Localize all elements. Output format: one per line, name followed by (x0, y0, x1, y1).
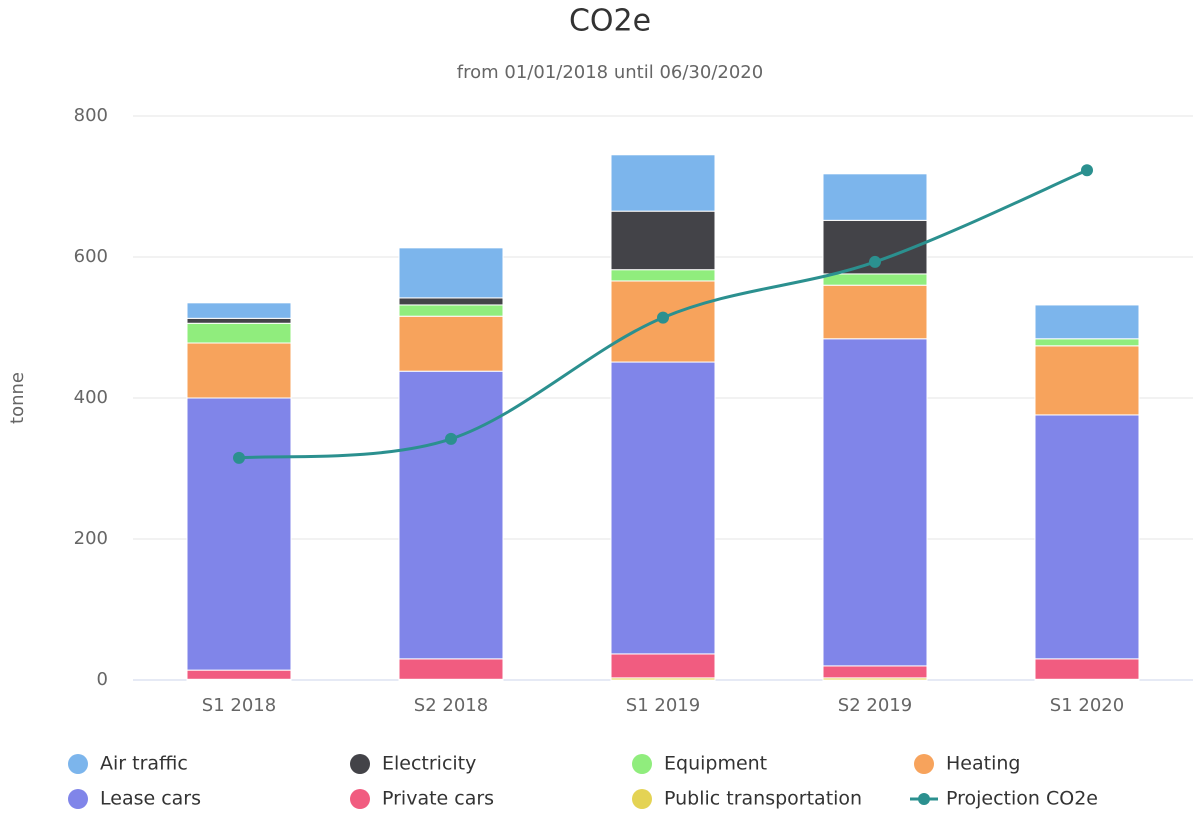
bar-segment (1034, 338, 1140, 347)
bar-segment (186, 342, 292, 399)
bar-segment (186, 669, 292, 680)
line-point (869, 255, 881, 268)
legend-label: Electricity (382, 753, 476, 775)
bar-segment (186, 317, 292, 324)
legend-marker (350, 754, 370, 774)
bar-segment (1034, 304, 1140, 340)
bar-segment (398, 247, 504, 299)
bar-segment (398, 658, 504, 680)
line-point (233, 451, 245, 464)
x-tick-label: S1 2019 (626, 695, 700, 716)
legend-marker (914, 754, 934, 774)
bar-segment (1034, 658, 1140, 680)
y-tick-label: 200 (74, 528, 108, 549)
bar-segment (822, 665, 928, 679)
legend-label: Equipment (664, 753, 767, 775)
chart-subtitle: from 01/01/2018 until 06/30/2020 (457, 62, 763, 83)
chart-title: CO2e (569, 4, 651, 39)
bar-segment (610, 269, 716, 282)
bar-segment (398, 297, 504, 306)
bar-segment (822, 173, 928, 221)
legend-marker (68, 789, 88, 809)
legend-label: Projection CO2e (946, 788, 1098, 810)
legend-marker (632, 789, 652, 809)
line-point (445, 432, 457, 445)
bar-segment (398, 315, 504, 372)
bar-segment (822, 273, 928, 286)
y-axis-label: tonne (7, 372, 28, 424)
legend-label: Private cars (382, 788, 494, 810)
legend-marker (350, 789, 370, 809)
bar-segment (398, 370, 504, 660)
legend-label: Heating (946, 753, 1020, 775)
legend-marker (68, 754, 88, 774)
x-tick-label: S1 2020 (1050, 695, 1124, 716)
x-tick-label: S1 2018 (202, 695, 276, 716)
bar-segment (1034, 345, 1140, 416)
line-point (657, 311, 669, 324)
bar-segment (610, 361, 716, 655)
line-point (1081, 164, 1093, 177)
bar-segment (186, 397, 292, 671)
y-tick-label: 0 (97, 669, 108, 690)
legend-marker (918, 793, 930, 805)
bar-segment (822, 338, 928, 667)
bar-segment (186, 322, 292, 344)
x-tick-label: S2 2019 (838, 695, 912, 716)
bar-segment (1034, 414, 1140, 660)
bar-segment (398, 304, 504, 317)
legend-label: Lease cars (100, 788, 201, 810)
bar-segment (610, 653, 716, 679)
bar-segment (610, 210, 716, 271)
y-tick-label: 800 (74, 105, 108, 126)
x-tick-label: S2 2018 (414, 695, 488, 716)
bar-segment (610, 154, 716, 212)
y-tick-label: 600 (74, 246, 108, 267)
legend-label: Air traffic (100, 753, 188, 775)
bar-segment (822, 284, 928, 340)
bar-segment (186, 302, 292, 319)
legend-label: Public transportation (664, 788, 862, 810)
y-tick-label: 400 (74, 387, 108, 408)
legend-marker (632, 754, 652, 774)
